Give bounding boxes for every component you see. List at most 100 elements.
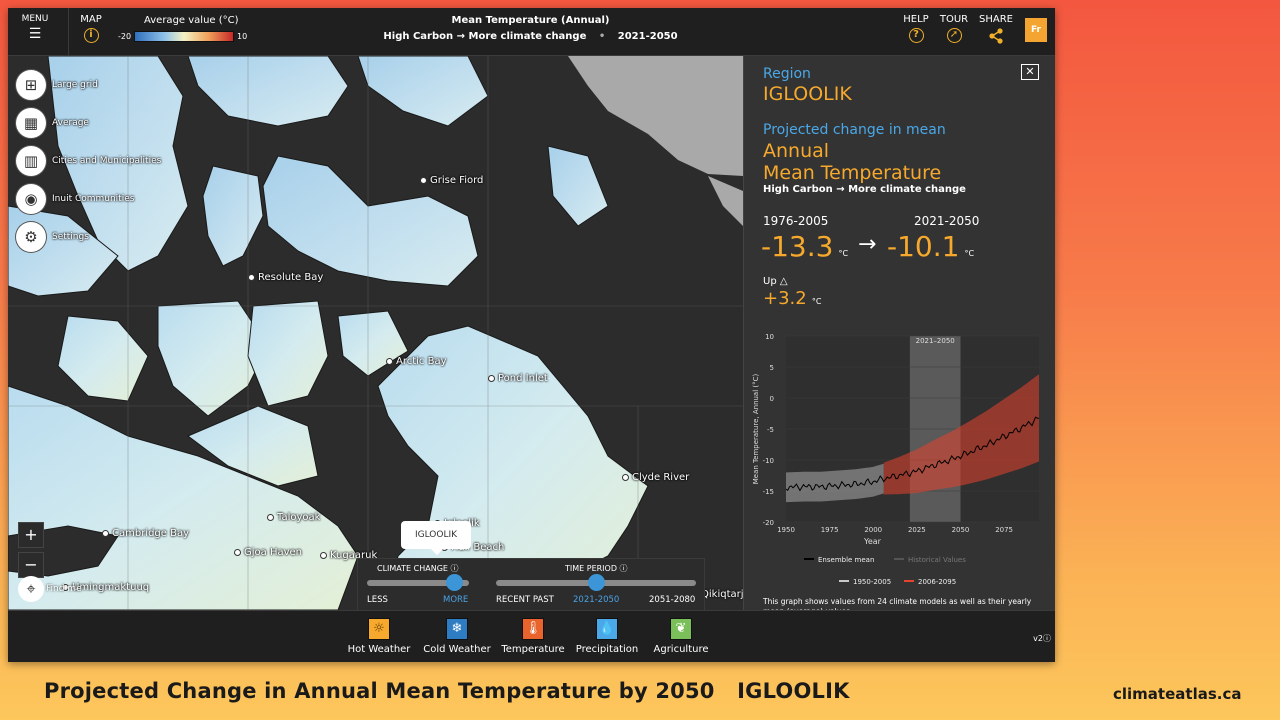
legend-min: -20 <box>118 32 132 41</box>
chart-y-tick: -20 <box>763 519 774 527</box>
snowflake-icon: ❄ <box>446 618 468 640</box>
chart-x-tick: 1975 <box>821 526 839 534</box>
bottom-bar: ☼ Hot Weather ❄ Cold Weather 🌡 Temperatu… <box>8 610 1055 662</box>
info-icon: ⓘ <box>619 564 628 573</box>
close-icon[interactable]: ✕ <box>1021 64 1039 80</box>
drop-icon: 💧 <box>596 618 618 640</box>
chart-range-band <box>786 463 884 503</box>
chart-x-tick: 2025 <box>908 526 926 534</box>
slide-caption: Projected Change in Annual Mean Temperat… <box>44 679 850 703</box>
sun-icon: ☼ <box>368 618 390 640</box>
region-name: IGLOOLIK <box>763 83 852 105</box>
chart-y-label: Mean Temperature, Annual (°C) <box>752 373 760 484</box>
change-direction: Up △ <box>763 276 788 287</box>
info-icon: ⓘ <box>450 564 459 573</box>
chart-y-tick: 0 <box>770 395 774 403</box>
help-button[interactable]: HELP ? <box>900 14 932 43</box>
tool-large-grid[interactable]: ⊞ Large grid <box>16 70 98 100</box>
place-grise-fiord[interactable]: Grise Fiord <box>420 175 483 186</box>
future-period: 2021-2050 <box>914 214 980 228</box>
map-area[interactable]: Grise Fiord Resolute Bay Arctic Bay Pond… <box>8 56 743 610</box>
place-clyde-river[interactable]: Clyde River <box>622 472 689 483</box>
thermometer-up-icon: △ <box>779 276 788 287</box>
find-me-button[interactable]: ⌖ Find me <box>18 576 82 602</box>
time-mid-label[interactable]: 2021-2050 <box>573 595 620 605</box>
compass-icon: ➚ <box>946 28 962 43</box>
place-pond-inlet[interactable]: Pond Inlet <box>488 373 548 384</box>
chart-range-band <box>883 374 1039 495</box>
calculator-icon: ▦ <box>16 108 46 138</box>
place-qikiqtarjuaq[interactable]: Qikiqtarjuaq <box>701 589 743 600</box>
tool-label: Settings <box>52 232 89 242</box>
place-arctic-bay[interactable]: Arctic Bay <box>386 356 447 367</box>
place-cambridge-bay[interactable]: Cambridge Bay <box>102 528 189 539</box>
map-info-button[interactable]: MAP i <box>70 14 112 43</box>
menu-button[interactable]: MENU ☰ <box>18 14 52 42</box>
legend-title: Average value (°C) <box>144 15 239 26</box>
chart-x-tick: 2075 <box>995 526 1013 534</box>
base-value-block: -13.3 °C <box>761 230 848 263</box>
chart-legend-label: Historical Values <box>908 556 966 564</box>
place-taloyoak[interactable]: Taloyoak <box>267 512 320 523</box>
variable-line2: Mean Temperature <box>763 162 942 184</box>
tool-settings[interactable]: ⚙ Settings <box>16 222 89 252</box>
future-value-block: -10.1 °C <box>887 230 974 263</box>
crosshair-icon: ⌖ <box>18 576 44 602</box>
scenario-to: More climate change <box>468 31 587 42</box>
climate-more-label[interactable]: MORE <box>443 595 469 605</box>
unit-label: °C <box>838 249 849 258</box>
map-title: Mean Temperature (Annual) <box>451 15 610 26</box>
time-period-handle[interactable] <box>588 574 605 591</box>
place-umingmaktuuq[interactable]: Umingmaktuuq <box>62 582 149 593</box>
change-value-block: +3.2 °C <box>763 288 821 309</box>
climate-change-slider[interactable] <box>367 580 469 586</box>
tool-cities[interactable]: ▥ Cities and Municipalities <box>16 146 161 176</box>
tool-label: Cities and Municipalities <box>52 156 162 166</box>
version-label[interactable]: v2ⓘ <box>1033 634 1051 643</box>
map-label: MAP <box>80 14 102 25</box>
category-agriculture[interactable]: ❦ Agriculture <box>641 617 721 655</box>
share-icon <box>989 28 1003 44</box>
climate-less-label[interactable]: LESS <box>367 595 388 605</box>
gear-icon: ⚙ <box>16 222 46 252</box>
variable-line1: Annual <box>763 140 830 162</box>
chart-x-tick: 2050 <box>952 526 970 534</box>
hamburger-icon: ☰ <box>28 26 42 42</box>
language-toggle[interactable]: Fr <box>1025 18 1047 42</box>
tool-average[interactable]: ▦ Average <box>16 108 89 138</box>
time-late-label[interactable]: 2051-2080 <box>649 595 696 605</box>
grid-icon: ⊞ <box>16 70 46 100</box>
chart-y-tick: 5 <box>770 364 774 372</box>
base-period: 1976-2005 <box>763 214 829 228</box>
climate-change-handle[interactable] <box>445 574 463 591</box>
time-period-title: TIME PERIOD ⓘ <box>565 564 628 573</box>
building-icon: ▥ <box>16 146 46 176</box>
chart-y-tick: -10 <box>763 457 774 465</box>
category-hot-weather[interactable]: ☼ Hot Weather <box>339 617 419 655</box>
legend-max: 10 <box>237 32 248 41</box>
category-cold-weather[interactable]: ❄ Cold Weather <box>417 617 497 655</box>
tool-label: Average <box>52 118 89 128</box>
tour-button[interactable]: TOUR ➚ <box>936 14 972 43</box>
tool-inuit-communities[interactable]: ◉ Inuit Communities <box>16 184 134 214</box>
place-kugaaruk[interactable]: Kugaaruk <box>320 550 377 561</box>
tool-label: Inuit Communities <box>52 194 135 204</box>
category-precipitation[interactable]: 💧 Precipitation <box>567 617 647 655</box>
category-label: Cold Weather <box>423 644 491 655</box>
chart-x-tick: 1950 <box>777 526 795 534</box>
arrow-right-icon: → <box>858 232 877 257</box>
igloolik-popup[interactable]: IGLOOLIK <box>401 521 471 555</box>
place-resolute-bay[interactable]: Resolute Bay <box>248 272 323 283</box>
place-gjoa-haven[interactable]: Gjoa Haven <box>234 547 302 558</box>
divider <box>68 8 69 56</box>
chart-x-tick: 2000 <box>864 526 882 534</box>
chart-note: This graph shows values from 24 climate … <box>763 597 1032 610</box>
scenario-line: High Carbon → More climate change • 2021… <box>338 31 723 42</box>
chart-legend-label: 2006-2095 <box>918 578 956 586</box>
share-button[interactable]: SHARE <box>976 14 1016 47</box>
zoom-in-button[interactable]: + <box>18 522 44 548</box>
time-recent-label[interactable]: RECENT PAST <box>496 595 554 605</box>
category-label: Temperature <box>501 644 565 655</box>
category-temperature[interactable]: 🌡 Temperature <box>493 617 573 655</box>
zoom-out-button[interactable]: − <box>18 552 44 578</box>
